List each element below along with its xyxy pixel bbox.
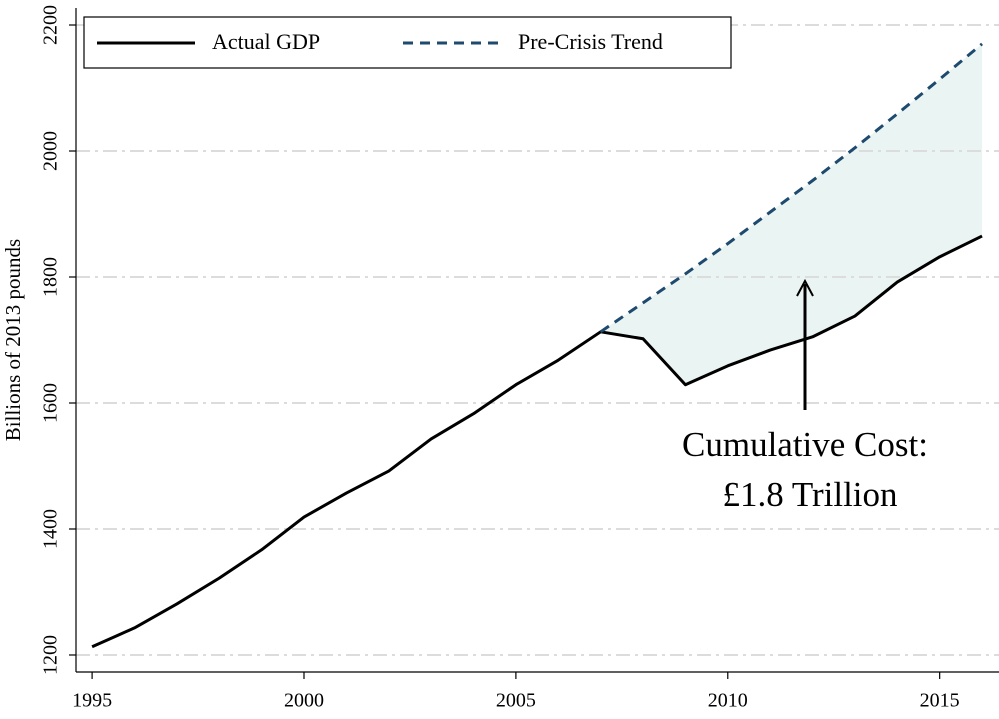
y-tick-label: 2200 — [40, 5, 62, 45]
x-tick-label: 2000 — [284, 690, 324, 712]
shaded-gap — [600, 43, 983, 385]
x-tick-label: 1995 — [72, 690, 112, 712]
y-tick-label: 1400 — [40, 509, 62, 549]
series-line — [91, 234, 983, 649]
x-tick-label: 2015 — [920, 690, 960, 712]
plot-area: 1200 1400 1600 1800 2000 2200 1995 2000 2005 2010… — [40, 5, 999, 712]
series-line — [599, 42, 984, 334]
annotation-text: Cumulative Cost: — [682, 425, 928, 464]
x-tick-label: 2010 — [708, 690, 748, 712]
legend-label: Pre-Crisis Trend — [518, 29, 663, 54]
y-tick-label: 1800 — [40, 257, 62, 297]
annotation-text: £1.8 Trillion — [722, 475, 897, 514]
y-tick-label: 1200 — [40, 635, 62, 675]
legend-label: Actual GDP — [212, 29, 320, 54]
annotation-arrowhead — [796, 278, 814, 297]
y-tick-label: 1600 — [40, 383, 62, 423]
x-tick-label: 2005 — [496, 690, 536, 712]
legend: Actual GDP Pre-Crisis Trend — [83, 16, 732, 69]
y-axis-label: Billions of 2013 pounds — [1, 239, 25, 441]
y-tick-label: 2000 — [40, 131, 62, 171]
